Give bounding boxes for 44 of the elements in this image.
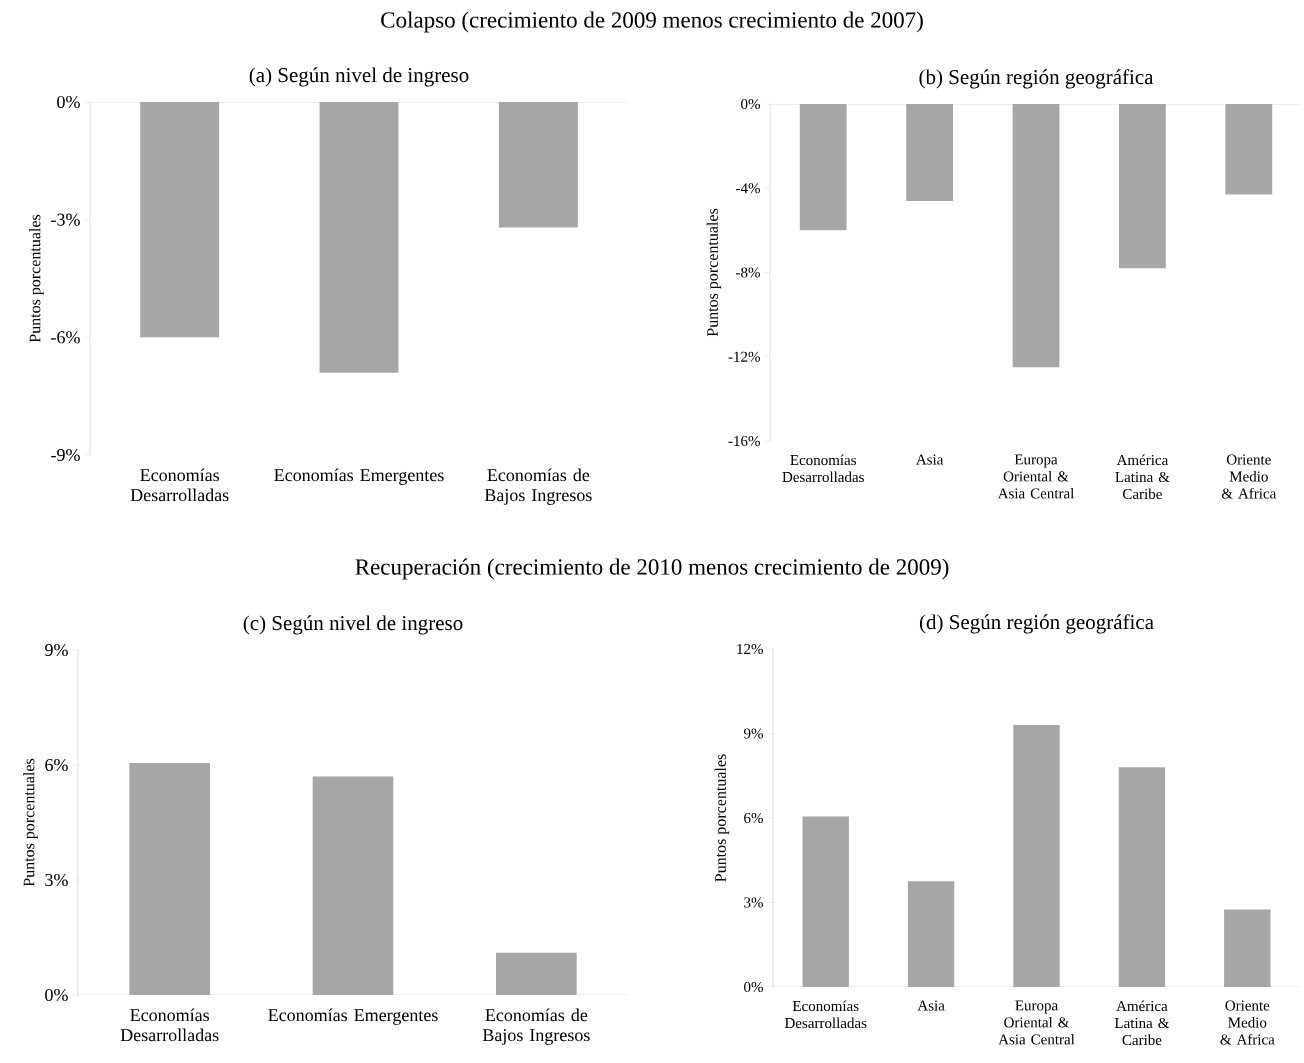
x-tick-label: Europa Oriental & Asia Central [998,1000,1075,1045]
y-axis-title: Puntos porcentuales [714,754,730,882]
x-tick-label: Oriente Medio & Africa [1221,454,1277,499]
y-tick-label: 3% [45,873,68,887]
y-tick-label: 9% [45,643,68,657]
y-tick-label: -4% [736,183,760,194]
x-tick-label: Economías Desarrolladas [784,1000,867,1029]
y-tick-label: 12% [737,643,763,655]
chart-title: (a) Según nivel de ingreso [249,67,469,87]
x-tick-label: Asia [916,454,944,465]
text: Recuperación (crecimiento de 2010 menos crecimiento de 2009) [355,558,949,580]
y-axis-title: Puntos porcentuales [706,208,722,337]
x-tick-label: Economías de Bajos Ingresos [484,468,592,505]
x-tick-label: América Latina & Caribe [1114,1000,1170,1046]
y-axis-title: Puntos porcentuales [29,214,44,343]
y-axis-title: Puntos porcentuales [23,758,38,887]
y-tick-label: 0% [45,988,68,1002]
y-tick-label: 6% [744,812,763,824]
x-tick-label: Economías de Bajos Ingresos [482,1008,590,1045]
x-tick-label: Asia [917,1000,945,1011]
x-tick-label: América Latina & Caribe [1115,454,1170,500]
y-tick-label: 0% [741,98,760,110]
y-tick-label: 9% [743,728,763,739]
x-tick-label: Oriente Medio & Africa [1220,1000,1275,1045]
x-tick-label: Economías Emergentes [268,1008,438,1025]
chart-title: (d) Según región geográfica [919,614,1154,634]
x-tick-label: Economías Emergentes [274,468,444,485]
y-tick-label: -16% [728,435,760,447]
x-tick-label: Economías Desarrolladas [782,454,864,483]
x-tick-label: Economías Desarrolladas [130,468,229,502]
x-tick-label: Economías Desarrolladas [120,1008,219,1042]
chart-title: (b) Según región geográfica [919,69,1154,89]
y-tick-label: 3% [744,897,763,908]
chart-title: (c) Según nivel de ingreso [243,615,463,635]
text: Colapso (crecimiento de 2009 menos crecimiento de 2007) [381,11,923,33]
x-tick-label: Europa Oriental & Asia Central [997,454,1075,499]
y-tick-label: -9% [51,448,80,462]
y-tick-label: -8% [736,267,760,278]
y-tick-label: -3% [51,213,80,226]
y-tick-label: -6% [51,331,80,344]
y-tick-label: 0% [57,95,80,109]
y-tick-label: 6% [45,758,68,772]
y-tick-label: 0% [744,981,763,993]
y-tick-label: -12% [728,351,760,362]
